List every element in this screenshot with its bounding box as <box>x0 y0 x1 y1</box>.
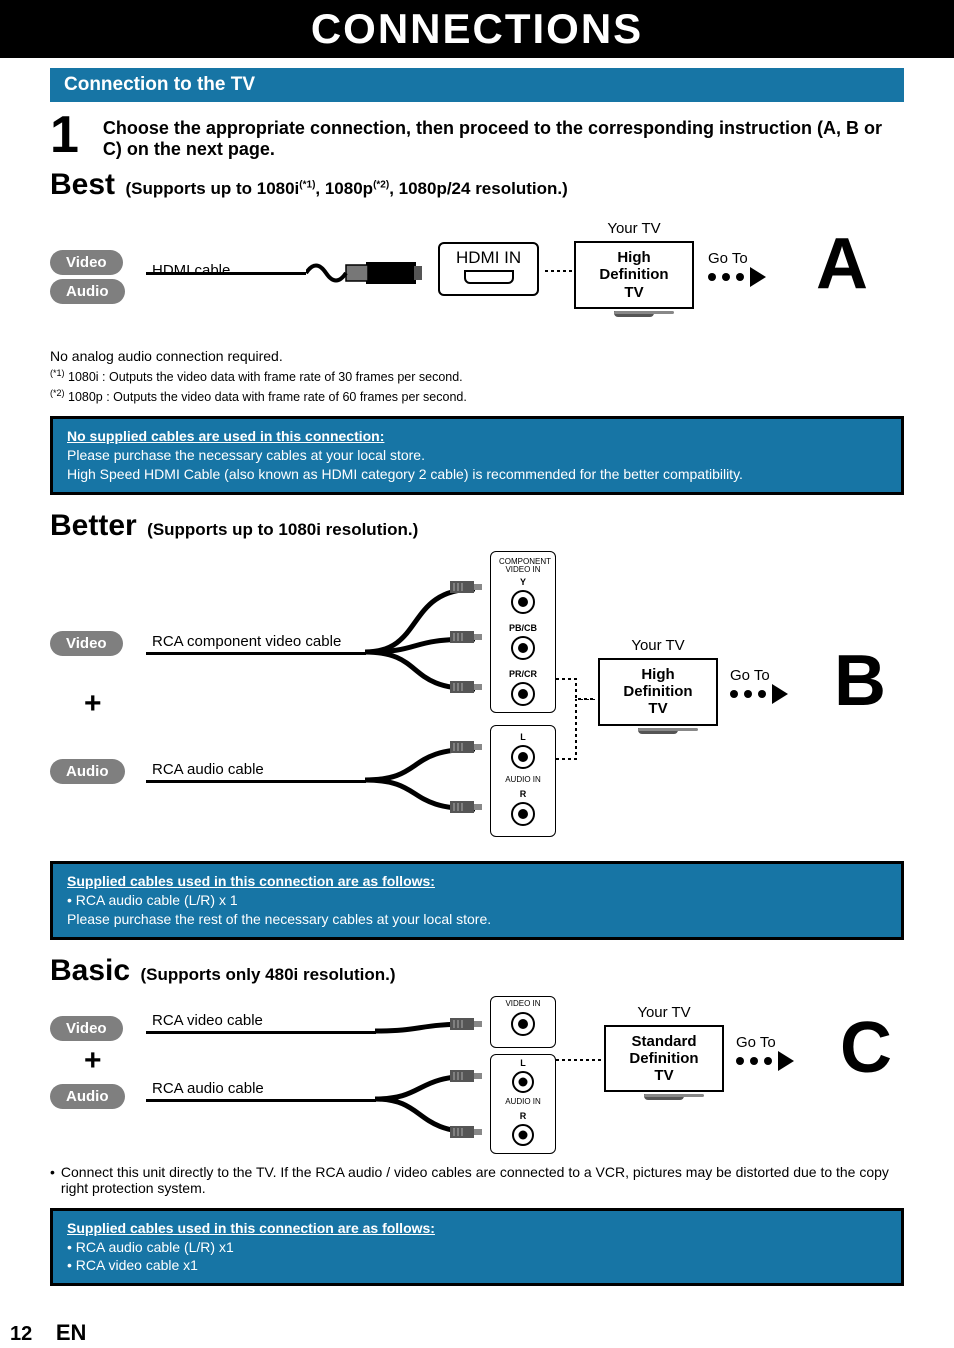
component-cable-label: RCA component video cable <box>152 633 341 650</box>
best-label: Best <box>50 168 115 202</box>
footnote-1: (*1) 1080i : Outputs the video data with… <box>50 368 904 384</box>
jack-icon <box>510 681 536 707</box>
best-note: (Supports up to 1080i(*1), 1080p(*2), 10… <box>125 179 567 198</box>
video-pill: Video <box>50 1016 123 1041</box>
rca-audio-label: RCA audio cable <box>152 1080 264 1097</box>
plus-sign: + <box>84 687 102 721</box>
audio-pill: Audio <box>50 1084 125 1109</box>
section-subtitle: Connection to the TV <box>50 68 904 102</box>
basic-note: (Supports only 480i resolution.) <box>141 965 396 984</box>
jack-icon <box>510 589 536 615</box>
tv-better: Your TV High Definition TV <box>598 637 718 734</box>
line <box>146 1031 376 1034</box>
video-pill: Video <box>50 250 123 275</box>
rca-video-label: RCA video cable <box>152 1012 263 1029</box>
component-port-box: COMPONENT VIDEO IN Y PB/CB PR/CR <box>490 551 556 713</box>
line <box>146 652 366 655</box>
jack-icon <box>510 635 536 661</box>
hdmi-plug-icon <box>306 248 426 298</box>
page-lang: EN <box>56 1320 87 1345</box>
line <box>146 1099 376 1102</box>
tv-stand-icon <box>614 311 654 317</box>
basic-diagram: Video RCA video cable + Audio RCA audio … <box>50 994 904 1154</box>
goto-a: Go To <box>708 250 766 287</box>
step-1: 1 Choose the appropriate connection, the… <box>50 112 904 160</box>
best-diagram: Video Audio HDMI cable HDMI IN Your TV H… <box>50 220 904 340</box>
hdmi-cable-label: HDMI cable <box>152 262 230 279</box>
tv-stand-icon <box>644 1094 684 1100</box>
tv-best: Your TV High Definition TV <box>574 220 694 317</box>
audio-port-box: L AUDIO IN R <box>490 1054 556 1154</box>
better-heading: Better (Supports up to 1080i resolution.… <box>50 509 904 543</box>
plus-sign: + <box>84 1044 102 1078</box>
tv-box: High Definition TV <box>574 241 694 309</box>
line <box>146 780 366 783</box>
basic-heading: Basic (Supports only 480i resolution.) <box>50 954 904 988</box>
letter-b: B <box>834 653 886 711</box>
letter-a: A <box>816 236 868 294</box>
audio-pill: Audio <box>50 759 125 784</box>
dotted-line <box>556 1050 604 1070</box>
better-diagram: Video RCA component video cable + Audio … <box>50 549 904 849</box>
title-bar: CONNECTIONS <box>0 0 954 58</box>
arrow-icon <box>736 1051 794 1071</box>
letter-c: C <box>840 1020 892 1078</box>
arrow-icon <box>708 267 766 287</box>
rca-audio-label: RCA audio cable <box>152 761 264 778</box>
jack-icon <box>510 1011 536 1037</box>
video-pill: Video <box>50 631 123 656</box>
line <box>146 272 306 275</box>
better-label: Better <box>50 509 137 543</box>
video-port-box: VIDEO IN <box>490 996 556 1048</box>
better-note-box: Supplied cables used in this connection … <box>50 861 904 940</box>
basic-label: Basic <box>50 954 130 988</box>
footnote-2: (*2) 1080p : Outputs the video data with… <box>50 388 904 404</box>
audio-port-box: L AUDIO IN R <box>490 725 556 837</box>
tv-basic: Your TV Standard Definition TV <box>604 1004 724 1101</box>
best-heading: Best (Supports up to 1080i(*1), 1080p(*2… <box>50 168 904 202</box>
page-title: CONNECTIONS <box>311 5 643 53</box>
goto-b: Go To <box>730 667 788 704</box>
jack-icon <box>511 1123 535 1147</box>
jack-icon <box>511 1070 535 1094</box>
hdmi-in-port: HDMI IN <box>438 242 539 296</box>
audio-pill: Audio <box>50 279 125 304</box>
dotted-line <box>556 699 596 779</box>
step-instruction: Choose the appropriate connection, then … <box>103 112 904 160</box>
page-number: 12 <box>10 1323 32 1345</box>
basic-warning: • Connect this unit directly to the TV. … <box>50 1164 904 1196</box>
goto-c: Go To <box>736 1034 794 1071</box>
step-number: 1 <box>50 112 79 159</box>
tv-stand-icon <box>638 728 678 734</box>
page-footer: 12 EN <box>10 1320 86 1346</box>
hdmi-slot-icon <box>464 270 514 284</box>
jack-icon <box>510 744 536 770</box>
jack-icon <box>510 801 536 827</box>
tv-box: Standard Definition TV <box>604 1025 724 1093</box>
basic-note-box: Supplied cables used in this connection … <box>50 1208 904 1287</box>
arrow-icon <box>730 684 788 704</box>
no-analog-note: No analog audio connection required. <box>50 348 904 364</box>
better-note: (Supports up to 1080i resolution.) <box>147 520 418 539</box>
dotted-line <box>545 266 575 276</box>
best-note-box: No supplied cables are used in this conn… <box>50 416 904 495</box>
tv-box: High Definition TV <box>598 658 718 726</box>
